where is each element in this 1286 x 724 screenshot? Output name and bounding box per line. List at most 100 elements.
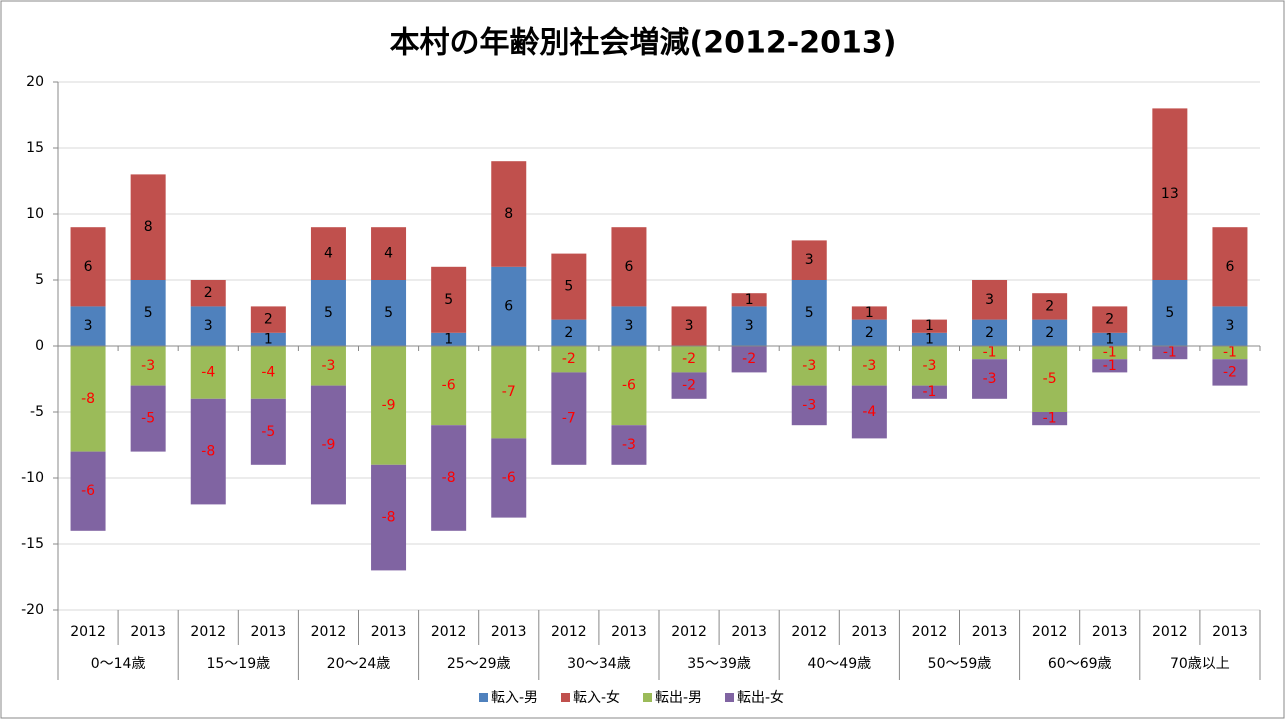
data-label: -5 [261, 424, 275, 440]
data-label: -3 [321, 358, 335, 374]
bar-segment [310, 346, 346, 386]
data-label: 5 [144, 305, 153, 321]
data-label: -3 [622, 437, 636, 453]
y-tick-label: -5 [30, 404, 44, 420]
x-tick-label: 2013 [852, 624, 888, 640]
y-tick-label: -20 [21, 602, 44, 618]
bar-segment [491, 266, 527, 346]
data-label: -6 [81, 483, 95, 499]
bar-segment [1212, 346, 1248, 360]
data-label: 8 [144, 219, 153, 235]
bar-segment [1032, 346, 1068, 412]
bar-segment [1092, 346, 1128, 360]
data-label: 3 [204, 318, 213, 334]
data-label: 5 [564, 279, 573, 295]
bar-segment [431, 346, 467, 426]
data-label: 6 [624, 259, 633, 275]
data-label: -8 [382, 510, 396, 526]
data-label: 3 [685, 318, 694, 334]
x-tick-label: 2012 [311, 624, 347, 640]
bar-segment [671, 372, 707, 399]
data-label: 1 [925, 318, 934, 334]
bar-segment [671, 306, 707, 346]
data-label: -9 [382, 397, 396, 413]
data-label: 3 [985, 292, 994, 308]
bar-segment [250, 398, 286, 465]
data-label: -2 [562, 351, 576, 367]
bar-segment [1152, 108, 1188, 281]
bar-segment [551, 346, 587, 373]
bar-segment [491, 346, 527, 439]
y-tick-label: 15 [26, 140, 44, 156]
bar-segment [791, 240, 827, 280]
data-label: 2 [865, 325, 874, 341]
data-label: -6 [502, 470, 516, 486]
bar-segment [911, 332, 947, 346]
bar-segment [130, 346, 166, 386]
data-label: -5 [1043, 371, 1057, 387]
data-label: 1 [1105, 331, 1114, 347]
bar-segment [551, 253, 587, 320]
bar-segment [611, 227, 647, 307]
bar-segment [1032, 293, 1068, 320]
bar-segment [1212, 306, 1248, 346]
legend-label: 転出-女 [737, 689, 784, 706]
bar-segment [551, 319, 587, 346]
data-label: 3 [805, 252, 814, 268]
data-label: 2 [1045, 298, 1054, 314]
bar-segment [431, 266, 467, 333]
data-label: -9 [321, 437, 335, 453]
x-tick-label: 2013 [1212, 624, 1248, 640]
legend-label: 転出-男 [655, 690, 702, 706]
bar-segment [70, 306, 106, 346]
legend-swatch [561, 693, 570, 702]
bar-segment [491, 161, 527, 267]
x-tick-label: 2013 [611, 624, 647, 640]
data-label: -6 [442, 378, 456, 394]
bar-segment [431, 332, 467, 346]
data-label: -1 [1043, 411, 1057, 427]
x-tick-label: 2012 [551, 624, 587, 640]
data-label: -8 [81, 391, 95, 407]
bar-segment [250, 306, 286, 333]
data-label: -8 [201, 444, 215, 460]
bar-segment [791, 385, 827, 426]
bar-segment [972, 319, 1008, 346]
bar-segment [1212, 227, 1248, 307]
bar-segment [70, 227, 106, 307]
bar-segment [911, 346, 947, 386]
data-label: 13 [1161, 186, 1179, 202]
data-label: -8 [442, 470, 456, 486]
data-label: -3 [922, 358, 936, 374]
bar-segment [310, 227, 346, 280]
data-label: -1 [1103, 345, 1117, 361]
y-tick-label: 5 [35, 272, 44, 288]
data-label: -3 [141, 358, 155, 374]
bar-segment [851, 346, 887, 386]
bar-segment [250, 332, 286, 346]
data-label: 3 [624, 318, 633, 334]
x-tick-label: 2012 [791, 624, 827, 640]
data-label: -1 [1103, 358, 1117, 374]
bar-segment [130, 280, 166, 346]
data-label: 1 [444, 331, 453, 347]
bar-segment [431, 425, 467, 531]
data-label: -4 [201, 364, 215, 380]
data-label: -1 [922, 384, 936, 400]
x-tick-label: 2013 [731, 624, 767, 640]
x-tick-label: 2013 [1092, 624, 1128, 640]
data-label: -3 [802, 358, 816, 374]
data-label: -6 [622, 378, 636, 394]
legend-swatch [643, 693, 652, 702]
x-tick-label: 2012 [70, 624, 106, 640]
bar-segment [851, 306, 887, 320]
data-label: 3 [745, 318, 754, 334]
legend-swatch [725, 693, 734, 702]
bar-segment [1092, 332, 1128, 346]
y-tick-label: 10 [26, 206, 44, 222]
x-tick-label: 2013 [371, 624, 407, 640]
chart-title: 本村の年齢別社会増減(2012-2013) [390, 26, 897, 61]
bar-segment [250, 346, 286, 399]
group-label: 30～34歳 [567, 656, 631, 672]
